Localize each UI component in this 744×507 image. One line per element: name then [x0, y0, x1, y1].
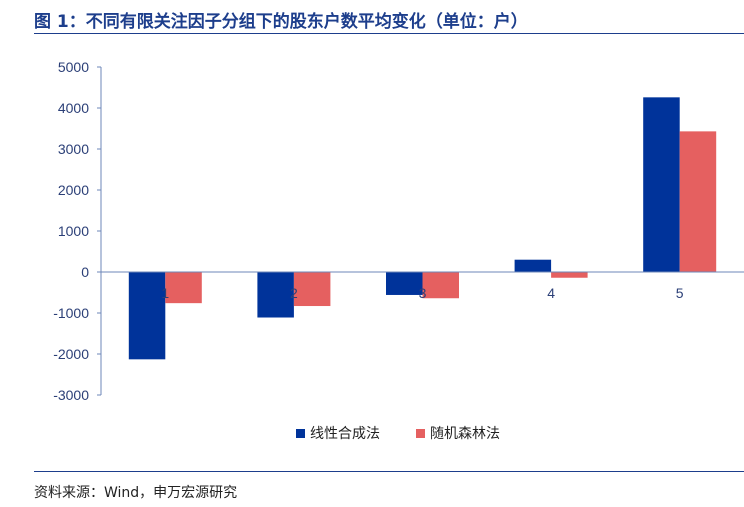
legend-swatch: [416, 429, 425, 438]
figure-title: 图 1：不同有限关注因子分组下的股东户数平均变化（单位：户）: [34, 12, 528, 32]
source-note: 资料来源：Wind，申万宏源研究: [34, 485, 238, 501]
bar: [643, 97, 680, 272]
source-divider: [34, 471, 744, 472]
x-tick-label: 1: [161, 285, 169, 301]
y-tick-label: -3000: [53, 387, 89, 403]
bar: [386, 272, 423, 295]
y-axis: 5000 4000 3000 2000 1000 0 -1000 -2000 -3000: [53, 59, 102, 403]
y-tick-label: 0: [81, 264, 89, 280]
bar: [257, 272, 294, 318]
bar: [551, 272, 588, 278]
bar: [514, 259, 552, 272]
x-tick-label: 2: [290, 285, 298, 301]
bar: [165, 272, 202, 304]
bar: [128, 272, 166, 360]
legend-swatch: [296, 429, 305, 438]
title-divider: [34, 33, 744, 34]
y-tick-label: 5000: [58, 59, 89, 75]
x-tick-label: 4: [547, 285, 555, 301]
y-tick-label: -1000: [53, 305, 89, 321]
bar: [679, 131, 717, 272]
y-tick-label: -2000: [53, 346, 89, 362]
y-tick-label: 2000: [58, 182, 89, 198]
bar-chart: 5000 4000 3000 2000 1000 0 -1000 -2000 -3000 1 2 3…: [53, 59, 744, 442]
bars: [128, 97, 717, 360]
y-tick-label: 1000: [58, 223, 89, 239]
legend-label: 线性合成法: [310, 426, 380, 442]
x-axis: 1 2 3 4 5: [101, 271, 744, 301]
x-tick-label: 5: [676, 285, 684, 301]
bar: [422, 272, 459, 299]
y-tick-label: 4000: [58, 100, 89, 116]
legend-label: 随机森林法: [430, 426, 500, 442]
y-tick-label: 3000: [58, 141, 89, 157]
x-tick-label: 3: [419, 285, 427, 301]
bar: [293, 272, 331, 307]
legend: 线性合成法 随机森林法: [296, 426, 500, 442]
